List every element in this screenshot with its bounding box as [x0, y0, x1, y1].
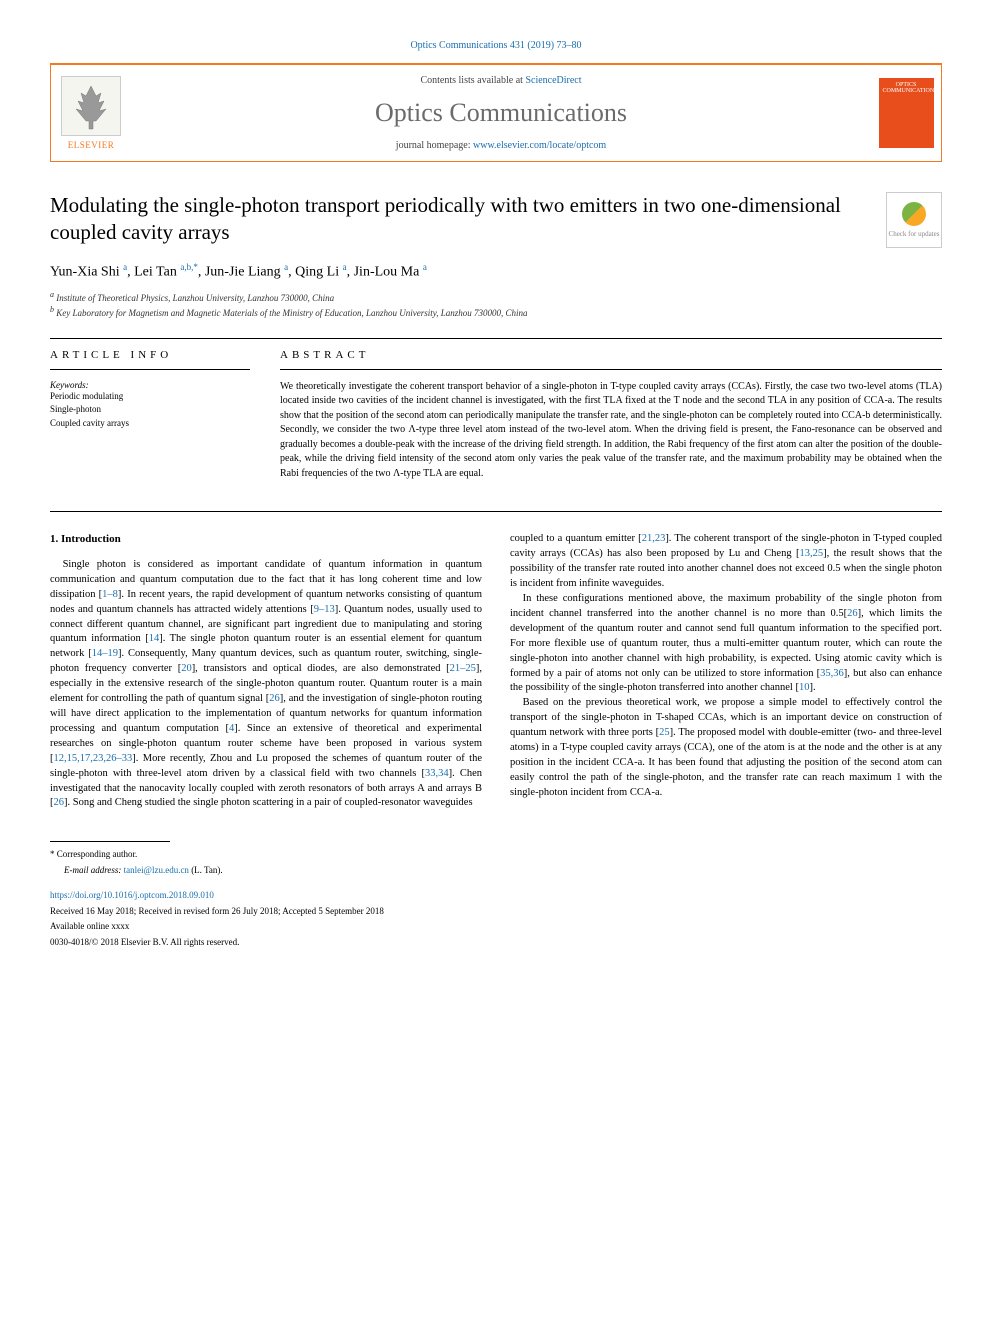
- body-paragraph: coupled to a quantum emitter [21,23]. Th…: [510, 532, 942, 592]
- body-paragraph: Based on the previous theoretical work, …: [510, 696, 942, 800]
- info-divider: [50, 369, 250, 370]
- publisher-name: ELSEVIER: [68, 140, 115, 150]
- abstract-divider: [280, 369, 942, 370]
- contents-line: Contents lists available at ScienceDirec…: [141, 75, 861, 86]
- keywords-label: Keywords:: [50, 380, 250, 390]
- sciencedirect-link[interactable]: ScienceDirect: [525, 75, 581, 86]
- homepage-prefix: journal homepage:: [396, 140, 473, 151]
- article-title: Modulating the single-photon transport p…: [50, 192, 886, 247]
- journal-cover: OPTICS COMMUNICATIONS: [871, 65, 941, 161]
- check-updates-badge[interactable]: Check for updates: [886, 192, 942, 248]
- keywords-list: Periodic modulating Single-photon Couple…: [50, 390, 250, 431]
- keyword-item: Periodic modulating: [50, 390, 250, 404]
- body-columns: 1. Introduction Single photon is conside…: [50, 532, 942, 811]
- body-paragraph: In these configurations mentioned above,…: [510, 592, 942, 696]
- abstract-text: We theoretically investigate the coheren…: [280, 380, 942, 482]
- elsevier-tree-icon: [61, 76, 121, 136]
- received-dates: Received 16 May 2018; Received in revise…: [50, 905, 942, 919]
- copyright: 0030-4018/© 2018 Elsevier B.V. All right…: [50, 936, 942, 950]
- article-info: ARTICLE INFO Keywords: Periodic modulati…: [50, 339, 250, 482]
- title-row: Modulating the single-photon transport p…: [50, 192, 942, 248]
- homepage-link[interactable]: www.elsevier.com/locate/optcom: [473, 140, 606, 151]
- body-col-left: 1. Introduction Single photon is conside…: [50, 532, 482, 811]
- email-line: E-mail address: tanlei@lzu.edu.cn (L. Ta…: [64, 864, 942, 878]
- doi-link[interactable]: https://doi.org/10.1016/j.optcom.2018.09…: [50, 889, 942, 903]
- email-name: (L. Tan).: [191, 865, 222, 875]
- journal-center: Contents lists available at ScienceDirec…: [131, 65, 871, 161]
- cover-text: OPTICS COMMUNICATIONS: [883, 82, 930, 94]
- divider-bottom: [50, 511, 942, 512]
- section-1-heading: 1. Introduction: [50, 532, 482, 548]
- journal-name: Optics Communications: [141, 98, 861, 128]
- body-paragraph: Single photon is considered as important…: [50, 558, 482, 811]
- footer: * Corresponding author. E-mail address: …: [50, 841, 942, 949]
- homepage-line: journal homepage: www.elsevier.com/locat…: [141, 140, 861, 151]
- keyword-item: Coupled cavity arrays: [50, 417, 250, 431]
- abstract: ABSTRACT We theoretically investigate th…: [280, 339, 942, 482]
- cover-thumbnail: OPTICS COMMUNICATIONS: [879, 78, 934, 148]
- info-abstract-row: ARTICLE INFO Keywords: Periodic modulati…: [50, 339, 942, 482]
- header-citation: Optics Communications 431 (2019) 73–80: [50, 40, 942, 51]
- affiliations: a Institute of Theoretical Physics, Lanz…: [50, 289, 942, 320]
- footer-divider: [50, 841, 170, 842]
- corresponding-note: * Corresponding author.: [50, 848, 942, 862]
- abstract-label: ABSTRACT: [280, 349, 942, 361]
- contents-prefix: Contents lists available at: [420, 75, 525, 86]
- journal-header: ELSEVIER Contents lists available at Sci…: [50, 63, 942, 162]
- keyword-item: Single-photon: [50, 403, 250, 417]
- authors: Yun-Xia Shi a, Lei Tan a,b,*, Jun-Jie Li…: [50, 262, 942, 281]
- check-updates-icon: [902, 202, 926, 226]
- email-label: E-mail address:: [64, 865, 121, 875]
- email-link[interactable]: tanlei@lzu.edu.cn: [124, 865, 189, 875]
- available-online: Available online xxxx: [50, 920, 942, 934]
- check-updates-label: Check for updates: [889, 230, 940, 238]
- affiliation-b: b Key Laboratory for Magnetism and Magne…: [50, 304, 942, 320]
- affiliation-a: a Institute of Theoretical Physics, Lanz…: [50, 289, 942, 305]
- article-info-label: ARTICLE INFO: [50, 349, 250, 361]
- publisher-logo: ELSEVIER: [51, 65, 131, 161]
- body-col-right: coupled to a quantum emitter [21,23]. Th…: [510, 532, 942, 811]
